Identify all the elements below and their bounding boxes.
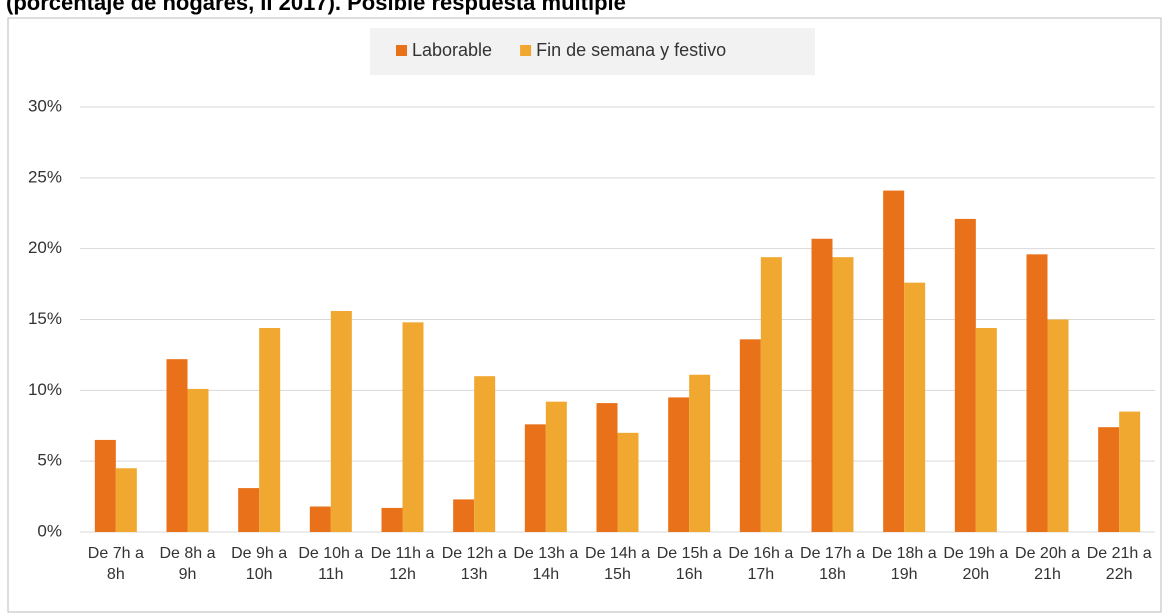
bar bbox=[832, 257, 854, 532]
bar bbox=[689, 374, 711, 532]
y-tick-label: 15% bbox=[28, 309, 62, 328]
y-tick-label: 30% bbox=[28, 96, 62, 115]
bar bbox=[811, 238, 833, 532]
x-tick-label: De 21h a 22h bbox=[1086, 545, 1152, 583]
bar bbox=[596, 403, 618, 532]
bar bbox=[402, 322, 424, 532]
x-tick-label: De 12h a 13h bbox=[441, 545, 507, 583]
x-tick-label: De 8h a 9h bbox=[159, 545, 216, 583]
bar bbox=[739, 339, 761, 532]
bar bbox=[954, 218, 976, 532]
bar bbox=[259, 328, 281, 532]
legend-swatch bbox=[520, 45, 532, 56]
bar bbox=[760, 257, 782, 532]
bar bbox=[115, 468, 137, 532]
x-tick-label: De 10h a 11h bbox=[298, 545, 364, 583]
x-tick-label: De 14h a 15h bbox=[585, 545, 650, 583]
legend-swatch bbox=[396, 45, 407, 56]
y-tick-label: 25% bbox=[28, 167, 62, 186]
bar bbox=[309, 506, 331, 532]
bar bbox=[94, 439, 116, 532]
bar bbox=[975, 328, 997, 532]
x-tick-label: De 19h a 20h bbox=[943, 545, 1009, 583]
x-tick-label: De 16h a 17h bbox=[728, 545, 794, 583]
x-tick-label: De 11h a 12h bbox=[370, 545, 435, 583]
legend-label: Laborable bbox=[412, 40, 492, 60]
x-tick-label: De 7h a 8h bbox=[87, 545, 144, 583]
y-tick-label: 10% bbox=[28, 380, 62, 399]
bar bbox=[545, 401, 567, 532]
legend-label: Fin de semana y festivo bbox=[536, 40, 726, 60]
bar bbox=[883, 190, 905, 533]
bar bbox=[524, 424, 546, 532]
bar bbox=[1026, 254, 1048, 533]
x-tick-label: De 18h a 19h bbox=[871, 545, 937, 583]
bar bbox=[904, 282, 926, 532]
legend-box bbox=[370, 28, 815, 75]
y-tick-label: 5% bbox=[37, 451, 62, 470]
y-tick-label: 0% bbox=[37, 521, 62, 540]
bar bbox=[453, 499, 475, 532]
x-tick-label: De 13h a 14h bbox=[513, 545, 579, 583]
x-tick-label: De 9h a 10h bbox=[231, 545, 288, 583]
x-tick-label: De 17h a 18h bbox=[800, 545, 865, 583]
bar bbox=[381, 507, 403, 532]
x-tick-label: De 15h a 16h bbox=[656, 545, 722, 583]
chart-title: (porcentaje de hogares, II 2017). Posibl… bbox=[6, 0, 626, 15]
bar bbox=[617, 432, 639, 532]
bar bbox=[1047, 319, 1069, 532]
bar bbox=[1119, 411, 1141, 532]
bar bbox=[187, 388, 209, 532]
x-tick-label: De 20h a 21h bbox=[1015, 545, 1080, 583]
bar bbox=[474, 376, 496, 532]
bar bbox=[166, 359, 188, 532]
bar bbox=[1098, 427, 1120, 532]
y-tick-label: 20% bbox=[28, 238, 62, 257]
bar bbox=[238, 488, 260, 532]
bar bbox=[330, 311, 352, 532]
bar bbox=[668, 397, 690, 532]
